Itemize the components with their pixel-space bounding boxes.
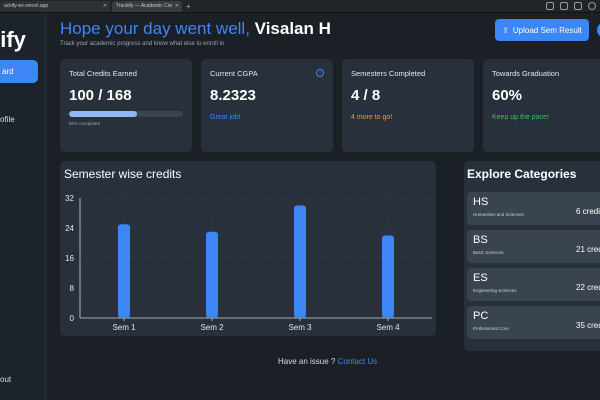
browser-tab-bar: ackify-ex.vercel.app ✕ Trackify — Academ… [0, 0, 600, 13]
semester-credits-chart: Semester wise credits 0 8 16 24 32 Sem 1 Sem 2… [60, 161, 436, 336]
graduation-card-value: 60% [492, 87, 523, 104]
y-tick-label: 24 [65, 224, 74, 233]
credits-card: Total Credits Earned 100 / 168 60% compl… [60, 59, 192, 152]
category-code: HS [473, 196, 489, 208]
upload-icon: ⇪ [502, 25, 509, 35]
browser-tab-2-title: Trackify — Academic Cre [116, 3, 173, 9]
chart-bar [294, 205, 306, 318]
category-credits: 22 credits [576, 283, 600, 292]
logo: kify [0, 27, 26, 52]
main-content: Hope your day went well, Visalan H Track… [46, 13, 600, 400]
upload-button-label: Upload Sem Result [512, 25, 582, 35]
category-credits: 6 credits [576, 207, 600, 216]
cgpa-card: Current CGPA i 8.2323 Great job! [201, 59, 333, 152]
semesters-card-note: 4 more to go! [351, 114, 393, 121]
credits-progress-bar [69, 111, 183, 117]
category-item-es[interactable]: ES Engineering Sciences 22 credits [467, 268, 600, 301]
contact-us-link[interactable]: Contact Us [337, 357, 378, 366]
chart-bar [206, 231, 218, 318]
y-tick-label: 16 [65, 254, 74, 263]
categories-title: Explore Categories [467, 167, 577, 181]
cgpa-card-title: Current CGPA [210, 69, 258, 78]
x-tick-label: Sem 2 [200, 323, 224, 332]
category-code: PC [473, 310, 489, 322]
semesters-card: Semesters Completed 4 / 8 4 more to go! [342, 59, 474, 152]
category-item-bs[interactable]: BS Basic Sciences 21 credits [467, 230, 600, 263]
new-tab-icon[interactable]: + [186, 2, 191, 11]
chart-bar [118, 224, 130, 318]
graduation-card: Towards Graduation 60% Keep up the pace! [483, 59, 600, 152]
browser-tab-2[interactable]: Trackify — Academic Cre ✕ [112, 1, 182, 12]
upload-sem-result-button[interactable]: ⇪ Upload Sem Result [495, 19, 589, 41]
close-icon[interactable]: ✕ [174, 3, 179, 9]
info-icon[interactable]: i [316, 69, 324, 77]
shield-icon[interactable] [546, 2, 554, 10]
extensions-icon[interactable] [560, 2, 568, 10]
credits-card-value: 100 / 168 [69, 87, 132, 104]
y-tick-label: 0 [70, 314, 75, 323]
page-title: Hope your day went well, Visalan H [60, 19, 331, 39]
category-item-hs[interactable]: HS Humanities and Sciences 6 credits [467, 192, 600, 225]
graduation-card-title: Towards Graduation [492, 69, 560, 78]
explore-categories-panel: Explore Categories HS Humanities and Sci… [464, 161, 600, 351]
chart-svg: 0 8 16 24 32 Sem 1 Sem 2 Sem 3 Sem 4 [65, 194, 432, 332]
greeting-prefix: Hope your day went well, [60, 19, 255, 38]
category-name: Engineering Sciences [473, 288, 517, 293]
profile-icon[interactable] [588, 2, 596, 10]
category-code: BS [473, 234, 488, 246]
footer: Have an issue ? Contact Us [278, 357, 377, 366]
page-subtitle: Track your academic progress and know wh… [60, 41, 225, 47]
cgpa-card-value: 8.2323 [210, 87, 256, 104]
footer-text: Have an issue ? [278, 357, 338, 366]
sidebar-item-logout[interactable]: out [0, 375, 12, 384]
graduation-card-note: Keep up the pace! [492, 114, 549, 121]
x-tick-label: Sem 3 [288, 323, 312, 332]
credits-progress-label: 60% completed [69, 121, 101, 126]
x-tick-label: Sem 4 [376, 323, 400, 332]
cgpa-card-note: Great job! [210, 114, 241, 121]
category-code: ES [473, 272, 488, 284]
browser-tab-1[interactable]: ackify-ex.vercel.app ✕ [0, 1, 110, 12]
help-button[interactable] [597, 22, 600, 38]
window-icon[interactable] [574, 2, 582, 10]
credits-progress-fill [69, 111, 138, 117]
semesters-card-title: Semesters Completed [351, 69, 426, 78]
chart-title: Semester wise credits [64, 167, 182, 181]
close-icon[interactable]: ✕ [102, 3, 107, 9]
sidebar-item-profile[interactable]: ofile [0, 115, 15, 124]
category-item-pc[interactable]: PC Professional Core 35 credits [467, 306, 600, 339]
browser-tab-1-title: ackify-ex.vercel.app [4, 3, 49, 9]
category-credits: 21 credits [576, 245, 600, 254]
semesters-card-value: 4 / 8 [351, 87, 381, 104]
sidebar: kify ard ofile out [0, 13, 46, 400]
user-name: Visalan H [254, 19, 331, 38]
x-tick-label: Sem 1 [112, 323, 136, 332]
browser-toolbar [546, 2, 596, 10]
category-name: Basic Sciences [473, 250, 504, 255]
sidebar-item-dashboard[interactable]: ard [0, 60, 38, 83]
chart-bar [382, 235, 394, 318]
category-credits: 35 credits [576, 321, 600, 330]
y-tick-label: 8 [70, 284, 75, 293]
category-name: Humanities and Sciences [473, 212, 524, 217]
y-tick-label: 32 [65, 194, 74, 203]
category-name: Professional Core [473, 326, 509, 331]
credits-card-title: Total Credits Earned [69, 69, 137, 78]
